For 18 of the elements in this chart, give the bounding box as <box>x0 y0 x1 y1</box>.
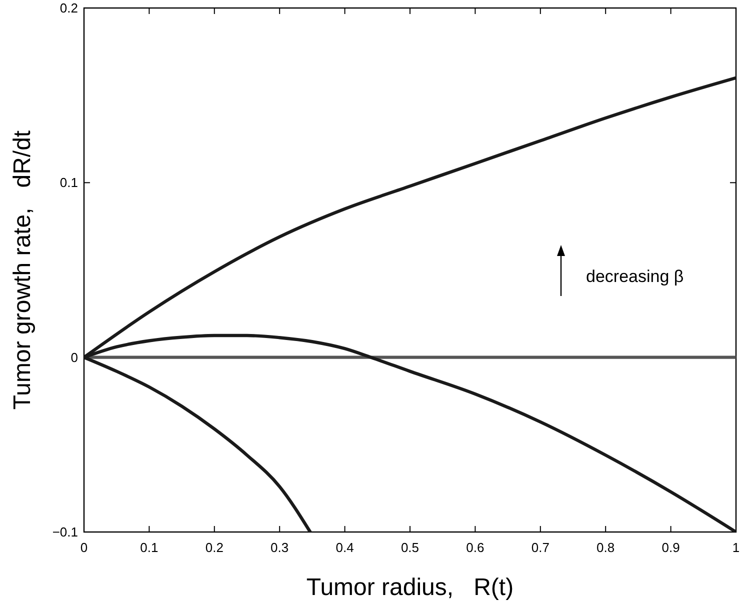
x-tick-label: 0 <box>80 540 88 555</box>
x-tick-label: 0.4 <box>336 540 354 555</box>
x-tick-label: 0.8 <box>596 540 615 555</box>
x-tick-label: 0.1 <box>140 540 158 555</box>
x-tick-label: 0.2 <box>205 540 224 555</box>
y-tick-label: −0.1 <box>52 524 78 540</box>
x-tick-label: 0.6 <box>466 540 484 555</box>
x-tick-label: 1 <box>732 540 740 555</box>
x-tick-label: 0.3 <box>270 540 289 555</box>
x-tick-label: 0.7 <box>531 540 550 555</box>
x-tick-label: 0.5 <box>400 540 420 555</box>
x-axis-title: Tumor radius, R(t) <box>306 574 514 601</box>
annotation: decreasing β <box>586 267 684 286</box>
y-tick-label: 0.2 <box>60 0 78 16</box>
x-tick-label: 0.9 <box>662 540 680 555</box>
y-tick-label: 0.1 <box>60 175 78 190</box>
y-tick-label: 0 <box>70 350 78 365</box>
y-axis-title: Tumor growth rate, dR/dt <box>9 130 36 410</box>
